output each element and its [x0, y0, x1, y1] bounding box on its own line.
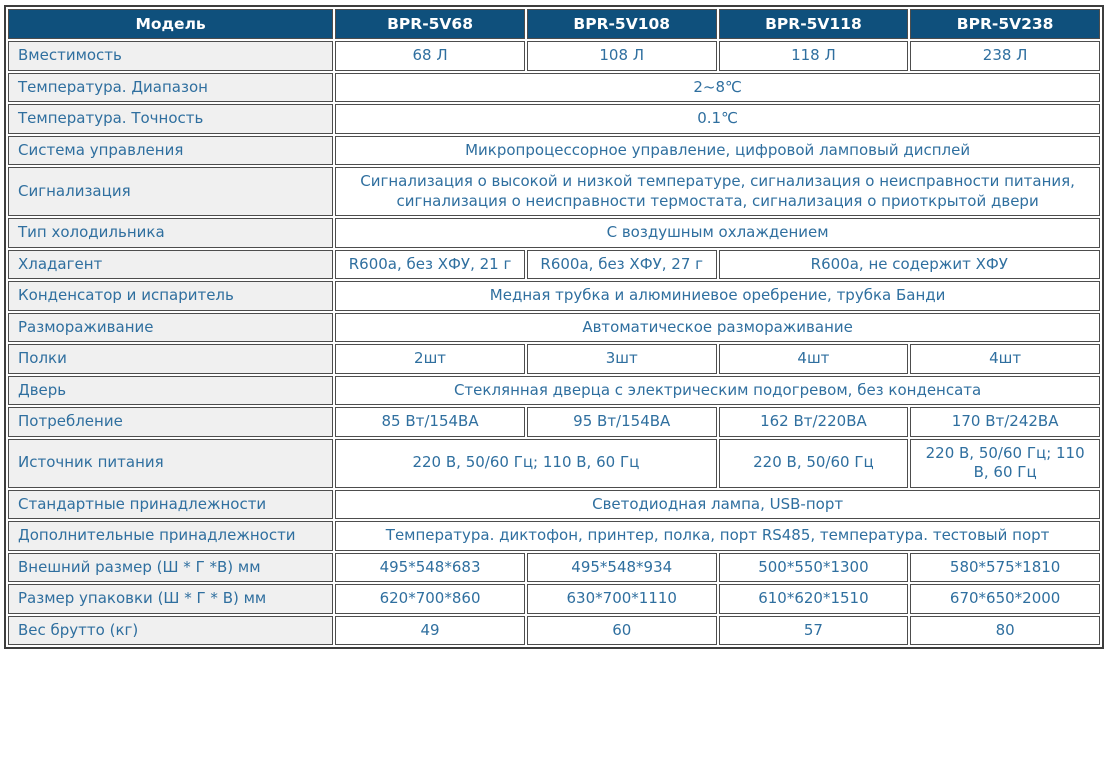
value-cell: 495*548*934	[526, 552, 717, 582]
row-label: Тип холодильника	[8, 218, 334, 248]
header-model-bpr-5v238: BPR-5V238	[910, 9, 1100, 39]
spec-row: Конденсатор и испаритель Медная трубка и …	[8, 281, 1100, 311]
header-model-bpr-5v108: BPR-5V108	[526, 9, 717, 39]
spec-row: Вместимость 68 Л 108 Л 118 Л 238 Л	[8, 41, 1100, 71]
value-cell: 162 Вт/220ВА	[718, 407, 909, 437]
value-cell: 57	[718, 615, 909, 645]
value-cell: 580*575*1810	[910, 552, 1100, 582]
value-cell: R600a, не содержит ХФУ	[718, 249, 1100, 279]
value-cell: С воздушным охлаждением	[335, 218, 1100, 248]
row-label: Внешний размер (Ш * Г *В) мм	[8, 552, 334, 582]
row-label: Температура. Точность	[8, 104, 334, 134]
value-cell: Сигнализация о высокой и низкой температ…	[335, 167, 1100, 216]
value-cell: 220 В, 50/60 Гц; 110 В, 60 Гц	[335, 438, 717, 488]
spec-row: Вес брутто (кг) 49 60 57 80	[8, 615, 1100, 645]
row-label: Размер упаковки (Ш * Г * В) мм	[8, 584, 334, 614]
spec-row: Внешний размер (Ш * Г *В) мм 495*548*683 4…	[8, 552, 1100, 582]
spec-row: Система управления Микропроцессорное упра…	[8, 135, 1100, 165]
row-label: Температура. Диапазон	[8, 72, 334, 102]
value-cell: Температура. диктофон, принтер, полка, п…	[335, 521, 1100, 551]
value-cell: 95 Вт/154ВА	[526, 407, 717, 437]
row-label: Вместимость	[8, 41, 334, 71]
spec-row: Потребление 85 Вт/154ВА 95 Вт/154ВА 162 Вт/…	[8, 407, 1100, 437]
value-cell: 500*550*1300	[718, 552, 909, 582]
value-cell: Автоматическое размораживание	[335, 312, 1100, 342]
spec-row: Дверь Стеклянная дверца с электрическим п…	[8, 375, 1100, 405]
header-model-column-label: Модель	[8, 9, 334, 39]
value-cell: R600a, без ХФУ, 21 г	[335, 249, 525, 279]
value-cell: Микропроцессорное управление, цифровой л…	[335, 135, 1100, 165]
value-cell: 60	[526, 615, 717, 645]
value-cell: 4шт	[718, 344, 909, 374]
spec-row: Стандартные принадлежности Светодиодная л…	[8, 489, 1100, 519]
spec-table-body: Вместимость 68 Л 108 Л 118 Л 238 Л Температур…	[8, 41, 1100, 645]
value-cell: 4шт	[910, 344, 1100, 374]
value-cell: 610*620*1510	[718, 584, 909, 614]
spec-row: Размораживание Автоматическое разморажива…	[8, 312, 1100, 342]
row-label: Вес брутто (кг)	[8, 615, 334, 645]
row-label: Сигнализация	[8, 167, 334, 216]
value-cell: 238 Л	[910, 41, 1100, 71]
row-label: Дверь	[8, 375, 334, 405]
value-cell: 80	[910, 615, 1100, 645]
row-label: Размораживание	[8, 312, 334, 342]
spec-row: Тип холодильника С воздушным охлаждением	[8, 218, 1100, 248]
row-label: Полки	[8, 344, 334, 374]
value-cell: 85 Вт/154ВА	[335, 407, 525, 437]
spec-row: Сигнализация Сигнализация о высокой и низ…	[8, 167, 1100, 216]
value-cell: 670*650*2000	[910, 584, 1100, 614]
row-label: Конденсатор и испаритель	[8, 281, 334, 311]
value-cell: 118 Л	[718, 41, 909, 71]
value-cell: 495*548*683	[335, 552, 525, 582]
value-cell: 108 Л	[526, 41, 717, 71]
spec-row: Размер упаковки (Ш * Г * В) мм 620*700*86…	[8, 584, 1100, 614]
value-cell: 220 В, 50/60 Гц; 110 В, 60 Гц	[910, 438, 1100, 488]
spec-row: Температура. Точность 0.1℃	[8, 104, 1100, 134]
row-label: Стандартные принадлежности	[8, 489, 334, 519]
row-label: Потребление	[8, 407, 334, 437]
spec-table: Модель BPR-5V68 BPR-5V108 BPR-5V118 BPR-…	[4, 5, 1104, 649]
value-cell: 630*700*1110	[526, 584, 717, 614]
row-label: Хладагент	[8, 249, 334, 279]
value-cell: 0.1℃	[335, 104, 1100, 134]
spec-row: Источник питания 220 В, 50/60 Гц; 110 В, …	[8, 438, 1100, 488]
row-label: Система управления	[8, 135, 334, 165]
row-label: Источник питания	[8, 438, 334, 488]
spec-row: Температура. Диапазон 2~8℃	[8, 72, 1100, 102]
value-cell: R600a, без ХФУ, 27 г	[526, 249, 717, 279]
value-cell: 49	[335, 615, 525, 645]
value-cell: 2шт	[335, 344, 525, 374]
value-cell: Медная трубка и алюминиевое оребрение, т…	[335, 281, 1100, 311]
row-label: Дополнительные принадлежности	[8, 521, 334, 551]
header-model-bpr-5v68: BPR-5V68	[335, 9, 525, 39]
value-cell: 620*700*860	[335, 584, 525, 614]
value-cell: 220 В, 50/60 Гц	[718, 438, 909, 488]
value-cell: 3шт	[526, 344, 717, 374]
value-cell: 68 Л	[335, 41, 525, 71]
header-row: Модель BPR-5V68 BPR-5V108 BPR-5V118 BPR-…	[8, 9, 1100, 39]
value-cell: Стеклянная дверца с электрическим подогр…	[335, 375, 1100, 405]
spec-row: Дополнительные принадлежности Температура…	[8, 521, 1100, 551]
spec-row: Хладагент R600a, без ХФУ, 21 г R600a, без …	[8, 249, 1100, 279]
value-cell: 170 Вт/242ВА	[910, 407, 1100, 437]
value-cell: Светодиодная лампа, USB-порт	[335, 489, 1100, 519]
value-cell: 2~8℃	[335, 72, 1100, 102]
spec-row: Полки 2шт 3шт 4шт 4шт	[8, 344, 1100, 374]
header-model-bpr-5v118: BPR-5V118	[718, 9, 909, 39]
